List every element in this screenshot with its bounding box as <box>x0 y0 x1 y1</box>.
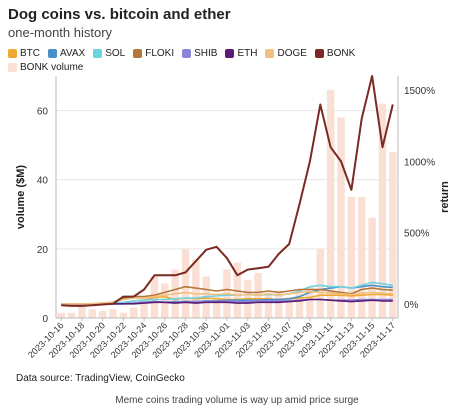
legend-label: FLOKI <box>145 48 175 59</box>
legend-item: DOGE <box>265 48 307 59</box>
volume-bar <box>140 297 148 318</box>
y-tick-label-right: 0% <box>404 300 419 311</box>
volume-bar <box>285 297 293 318</box>
legend-item: BONK <box>314 48 356 59</box>
volume-bar <box>181 248 190 318</box>
volume-bar <box>119 312 128 318</box>
volume-bar <box>57 312 65 318</box>
legend-swatch <box>314 49 324 58</box>
volume-bar <box>161 283 169 318</box>
legend-item: BTC <box>8 48 40 59</box>
series-line-sol <box>61 281 393 305</box>
y-tick-label-left: 0 <box>42 314 48 325</box>
chart-title: Dog coins vs. bitcoin and ether <box>8 6 231 23</box>
y-axis-title-right: return <box>439 181 451 213</box>
volume-bar <box>306 286 314 318</box>
volume-bar <box>337 117 345 318</box>
volume-bar <box>378 103 387 319</box>
y-tick-label-left: 40 <box>37 176 49 187</box>
y-tick-label-right: 1500% <box>404 86 435 97</box>
volume-bar <box>357 197 366 318</box>
y-tick-label-right: 500% <box>404 229 430 240</box>
volume-bar <box>389 152 397 318</box>
legend-label: BONK volume <box>20 62 84 73</box>
volume-bar <box>326 89 335 318</box>
volume-bar <box>368 217 376 318</box>
data-source: Data source: TradingView, CoinGecko <box>16 373 185 384</box>
legend-item: SOL <box>93 48 125 59</box>
volume-bar <box>129 307 138 318</box>
volume-bar <box>109 309 117 318</box>
volume-bar <box>316 248 325 318</box>
legend-label: ETH <box>237 48 258 59</box>
legend-label: SOL <box>105 48 126 59</box>
y-tick-label-left: 20 <box>37 245 49 256</box>
legend-swatch <box>225 49 235 58</box>
legend-swatch <box>8 49 17 58</box>
legend-swatch <box>182 49 192 58</box>
series-line-bonk <box>61 75 394 307</box>
legend-swatch <box>133 49 143 58</box>
volume-bar <box>67 312 76 318</box>
volume-bar <box>295 293 304 318</box>
legend-label: SHIB <box>194 48 218 59</box>
y-axis-title-left: volume ($M) <box>15 165 27 230</box>
volume-bar <box>347 197 356 318</box>
legend-item: BONK volume <box>8 62 83 73</box>
volume-bar <box>88 309 97 318</box>
legend-item: ETH <box>225 48 257 59</box>
legend-item: FLOKI <box>133 48 174 59</box>
legend-label: AVAX <box>60 48 86 59</box>
y-tick-label-left: 60 <box>37 107 49 118</box>
legend-label: DOGE <box>277 48 307 59</box>
volume-bar <box>98 311 107 318</box>
chart-subtitle: one-month history <box>8 25 113 40</box>
legend-item: AVAX <box>48 48 85 59</box>
y-tick-label-right: 1000% <box>404 157 435 168</box>
legend: BTC AVAX SOL FLOKI SHIB ETH DOGE BONK BONK volum… <box>8 48 408 73</box>
chart-caption: Meme coins trading volume is way up amid… <box>115 395 359 406</box>
volume-bar <box>264 293 273 318</box>
legend-swatch <box>93 49 103 58</box>
legend-swatch <box>265 49 275 58</box>
series-line-eth <box>61 298 393 305</box>
legend-label: BONK <box>326 48 356 59</box>
volume-bar <box>275 290 283 318</box>
volume-bar <box>78 305 86 318</box>
legend-swatch <box>8 63 17 72</box>
legend-label: BTC <box>20 48 40 59</box>
legend-item: SHIB <box>182 48 217 59</box>
legend-swatch <box>48 49 57 58</box>
volume-bar <box>212 297 221 318</box>
